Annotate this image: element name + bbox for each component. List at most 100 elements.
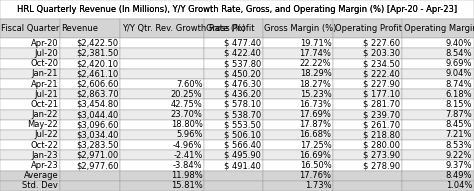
Bar xyxy=(60,171,120,181)
Text: 17.69%: 17.69% xyxy=(300,110,331,119)
Text: 7.87%: 7.87% xyxy=(446,110,472,119)
Bar xyxy=(0,120,60,130)
Bar xyxy=(120,109,204,120)
Bar xyxy=(60,99,120,109)
Bar xyxy=(0,38,60,48)
Text: 17.76%: 17.76% xyxy=(300,171,331,180)
Bar xyxy=(204,140,263,150)
Bar xyxy=(263,69,333,79)
Bar xyxy=(263,120,333,130)
Text: $ 476.30: $ 476.30 xyxy=(224,79,261,89)
Bar xyxy=(263,181,333,191)
Text: $ 538.70: $ 538.70 xyxy=(224,110,261,119)
Bar xyxy=(402,181,474,191)
Bar xyxy=(402,79,474,89)
Text: $ 506.10: $ 506.10 xyxy=(224,130,261,139)
Text: Apr-20: Apr-20 xyxy=(31,39,58,48)
Text: 8.54%: 8.54% xyxy=(446,49,472,58)
Bar xyxy=(60,130,120,140)
Text: Std. Dev: Std. Dev xyxy=(22,181,58,190)
Bar xyxy=(60,140,120,150)
Text: HRL Quarterly Revenue (In Millions), Y/Y Growth Rate, Gross, and Operating Margi: HRL Quarterly Revenue (In Millions), Y/Y… xyxy=(17,5,457,14)
Bar xyxy=(263,59,333,69)
Text: $ 422.40: $ 422.40 xyxy=(224,49,261,58)
Bar xyxy=(120,160,204,171)
Bar xyxy=(333,38,402,48)
Text: Oct-20: Oct-20 xyxy=(30,59,58,68)
Bar xyxy=(0,150,60,160)
Bar xyxy=(60,160,120,171)
Bar xyxy=(204,171,263,181)
Bar xyxy=(333,89,402,99)
Text: May-22: May-22 xyxy=(27,120,58,129)
Bar xyxy=(120,140,204,150)
Text: 8.74%: 8.74% xyxy=(446,79,472,89)
Text: 6.18%: 6.18% xyxy=(446,90,472,99)
Bar xyxy=(204,99,263,109)
Bar xyxy=(333,150,402,160)
Text: $ 477.40: $ 477.40 xyxy=(224,39,261,48)
Bar xyxy=(204,89,263,99)
Bar xyxy=(0,19,60,38)
Text: $3,034.40: $3,034.40 xyxy=(76,130,118,139)
Text: 9.40%: 9.40% xyxy=(446,39,472,48)
Text: $3,044.40: $3,044.40 xyxy=(76,110,118,119)
Bar xyxy=(0,181,60,191)
Bar xyxy=(60,181,120,191)
Text: Y/Y Qtr. Rev. Growth Rate (%): Y/Y Qtr. Rev. Growth Rate (%) xyxy=(122,24,245,33)
Bar xyxy=(0,171,60,181)
Text: 18.27%: 18.27% xyxy=(300,79,331,89)
Text: Gross Margin (%): Gross Margin (%) xyxy=(264,24,337,33)
Text: $ 553.50: $ 553.50 xyxy=(224,120,261,129)
Bar xyxy=(120,59,204,69)
Bar xyxy=(204,109,263,120)
Text: 9.22%: 9.22% xyxy=(446,151,472,160)
Bar xyxy=(60,19,120,38)
Text: 19.71%: 19.71% xyxy=(300,39,331,48)
Bar xyxy=(204,19,263,38)
Text: $ 273.90: $ 273.90 xyxy=(363,151,400,160)
Bar xyxy=(120,181,204,191)
Text: $ 227.60: $ 227.60 xyxy=(363,39,400,48)
Text: 7.21%: 7.21% xyxy=(446,130,472,139)
Text: 9.04%: 9.04% xyxy=(446,69,472,78)
Bar xyxy=(402,150,474,160)
Text: 17.25%: 17.25% xyxy=(300,141,331,150)
Bar xyxy=(120,171,204,181)
Text: 15.23%: 15.23% xyxy=(300,90,331,99)
Bar xyxy=(263,99,333,109)
Text: 23.70%: 23.70% xyxy=(171,110,202,119)
Text: 22.22%: 22.22% xyxy=(300,59,331,68)
Text: 8.45%: 8.45% xyxy=(446,120,472,129)
Text: $2,420.10: $2,420.10 xyxy=(76,59,118,68)
Bar xyxy=(204,181,263,191)
Bar xyxy=(333,120,402,130)
Bar xyxy=(402,120,474,130)
Text: Oct-22: Oct-22 xyxy=(30,141,58,150)
Text: 9.37%: 9.37% xyxy=(446,161,472,170)
Text: $2,977.60: $2,977.60 xyxy=(76,161,118,170)
Text: 20.25%: 20.25% xyxy=(171,90,202,99)
Bar xyxy=(402,109,474,120)
Text: Fiscal Quarter: Fiscal Quarter xyxy=(1,24,60,33)
Text: $2,971.00: $2,971.00 xyxy=(76,151,118,160)
Bar xyxy=(263,130,333,140)
Text: $3,283.50: $3,283.50 xyxy=(76,141,118,150)
Text: Operating Profit: Operating Profit xyxy=(335,24,402,33)
Text: $ 450.20: $ 450.20 xyxy=(224,69,261,78)
Text: Jul-20: Jul-20 xyxy=(35,49,58,58)
Text: $ 218.80: $ 218.80 xyxy=(363,130,400,139)
Bar xyxy=(0,59,60,69)
Bar xyxy=(263,19,333,38)
Bar xyxy=(120,150,204,160)
Text: 16.73%: 16.73% xyxy=(300,100,331,109)
Text: 11.98%: 11.98% xyxy=(171,171,202,180)
Bar xyxy=(333,48,402,59)
Text: $2,422.50: $2,422.50 xyxy=(76,39,118,48)
Bar xyxy=(402,19,474,38)
Text: $2,606.60: $2,606.60 xyxy=(76,79,118,89)
Text: Jul-21: Jul-21 xyxy=(35,90,58,99)
Bar xyxy=(120,89,204,99)
Bar xyxy=(0,89,60,99)
Bar xyxy=(333,19,402,38)
